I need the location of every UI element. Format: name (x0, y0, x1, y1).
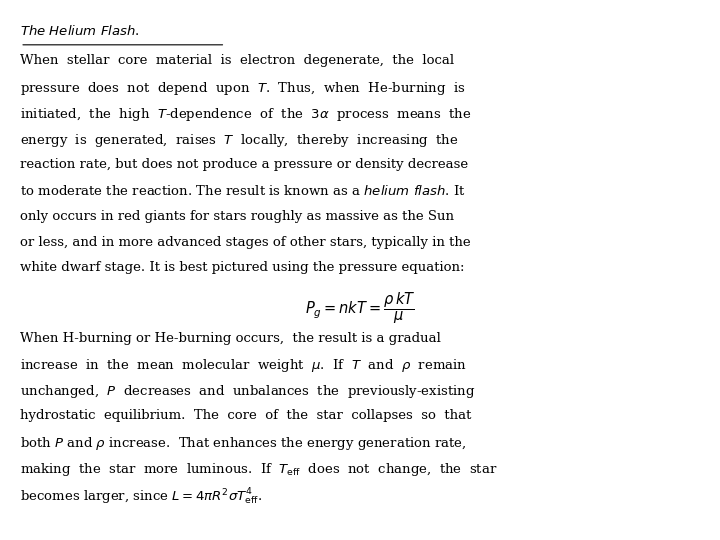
Text: white dwarf stage. It is best pictured using the pressure equation:: white dwarf stage. It is best pictured u… (20, 261, 464, 274)
Text: increase  in  the  mean  molecular  weight  $\mu$.  If  $T$  and  $\rho$  remain: increase in the mean molecular weight $\… (20, 357, 467, 374)
Text: When  stellar  core  material  is  electron  degenerate,  the  local: When stellar core material is electron d… (20, 54, 454, 67)
Text: hydrostatic  equilibrium.  The  core  of  the  star  collapses  so  that: hydrostatic equilibrium. The core of the… (20, 409, 472, 422)
Text: only occurs in red giants for stars roughly as massive as the Sun: only occurs in red giants for stars roug… (20, 210, 454, 222)
Text: reaction rate, but does not produce a pressure or density decrease: reaction rate, but does not produce a pr… (20, 158, 468, 171)
Text: or less, and in more advanced stages of other stars, typically in the: or less, and in more advanced stages of … (20, 235, 471, 248)
Text: energy  is  generated,  raises  $T$  locally,  thereby  increasing  the: energy is generated, raises $T$ locally,… (20, 132, 459, 149)
Text: pressure  does  not  depend  upon  $T$.  Thus,  when  He-burning  is: pressure does not depend upon $T$. Thus,… (20, 80, 466, 97)
Text: to moderate the reaction. The result is known as a $\mathbf{\mathit{helium\ flas: to moderate the reaction. The result is … (20, 184, 466, 198)
Text: $\mathit{The\ Helium\ Flash}$.: $\mathit{The\ Helium\ Flash}$. (20, 24, 140, 38)
Text: $P_g = nkT = \dfrac{\rho\, kT}{\mu}$: $P_g = nkT = \dfrac{\rho\, kT}{\mu}$ (305, 290, 415, 326)
Text: making  the  star  more  luminous.  If  $T_{\mathrm{eff}}$  does  not  change,  : making the star more luminous. If $T_{\m… (20, 461, 498, 478)
Text: unchanged,  $P$  decreases  and  unbalances  the  previously-existing: unchanged, $P$ decreases and unbalances … (20, 383, 476, 400)
Text: both $P$ and $\rho$ increase.  That enhances the energy generation rate,: both $P$ and $\rho$ increase. That enhan… (20, 435, 467, 452)
Text: initiated,  the  high  $T$-dependence  of  the  $3\alpha$  process  means  the: initiated, the high $T$-dependence of th… (20, 106, 472, 123)
Text: When H-burning or He-burning occurs,  the result is a gradual: When H-burning or He-burning occurs, the… (20, 332, 441, 345)
Text: becomes larger, since $L = 4\pi R^2 \sigma T_{\mathrm{eff}}^4$.: becomes larger, since $L = 4\pi R^2 \sig… (20, 487, 262, 508)
